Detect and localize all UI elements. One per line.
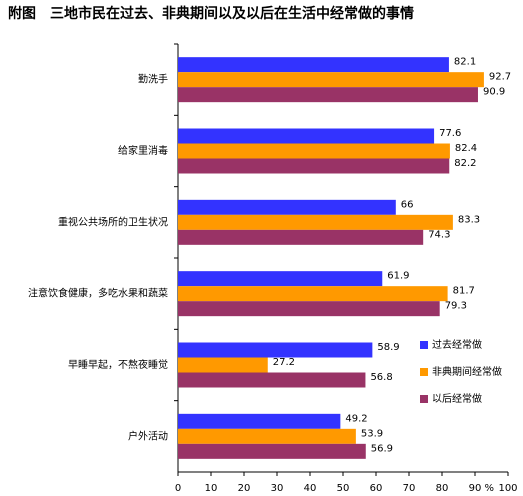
- y-tick-label: 给家里消毒: [118, 144, 168, 157]
- legend-swatch: [420, 341, 428, 349]
- x-tick-label: 10: [205, 483, 218, 494]
- bar: [178, 413, 341, 429]
- x-tick-label: 30: [271, 483, 284, 494]
- bar: [178, 301, 440, 317]
- x-tick-label: 70: [403, 483, 416, 494]
- data-label: 61.9: [387, 271, 409, 282]
- chart-title: 附图 三地市民在过去、非典期间以及以后在生活中经常做的事情: [8, 5, 414, 22]
- x-tick-label: 90: [469, 483, 482, 494]
- bar: [178, 372, 366, 388]
- y-tick-label: 重视公共场所的卫生状况: [58, 215, 168, 228]
- bar: [178, 342, 373, 358]
- data-label: 77.6: [439, 128, 461, 139]
- x-tick-label: 100: [498, 483, 517, 494]
- bar: [178, 72, 484, 88]
- legend-label: 非典期间经常做: [432, 365, 502, 378]
- bar: [178, 229, 424, 245]
- data-label: 90.9: [483, 87, 505, 98]
- legend-swatch: [420, 395, 428, 403]
- data-label: 66: [401, 199, 414, 210]
- data-label: 58.9: [377, 342, 399, 353]
- data-label: 81.7: [453, 286, 475, 297]
- legend-label: 过去经常做: [432, 338, 482, 351]
- bar: [178, 199, 396, 215]
- data-label: 82.2: [454, 158, 476, 169]
- data-label: 56.8: [370, 372, 392, 383]
- bar: [178, 158, 450, 174]
- data-label: 82.4: [455, 143, 477, 154]
- bar: [178, 286, 448, 302]
- data-label: 82.1: [454, 57, 476, 68]
- y-tick-label: 早睡早起，不熬夜睡觉: [68, 358, 168, 371]
- x-tick-label: 0: [175, 483, 181, 494]
- data-label: 79.3: [445, 301, 467, 312]
- bar: [178, 443, 366, 459]
- x-tick-label: 80: [436, 483, 449, 494]
- bar: [178, 271, 383, 287]
- x-tick-label: 60: [370, 483, 383, 494]
- bar: [178, 143, 450, 159]
- bar: [178, 214, 453, 230]
- x-tick-label: 50: [337, 483, 350, 494]
- x-tick-label: 20: [238, 483, 251, 494]
- bar: [178, 428, 356, 444]
- bar: [178, 87, 478, 103]
- bar: [178, 128, 435, 144]
- y-tick-label: 注意饮食健康，多吃水果和蔬菜: [28, 287, 168, 300]
- data-label: 56.9: [371, 443, 393, 454]
- legend-label: 以后经常做: [432, 392, 482, 405]
- x-tick-label: 40: [304, 483, 317, 494]
- legend-swatch: [420, 368, 428, 376]
- data-label: 27.2: [273, 357, 295, 368]
- data-label: 49.2: [345, 413, 367, 424]
- y-tick-label: 勤洗手: [138, 73, 168, 86]
- bar: [178, 357, 268, 373]
- data-label: 53.9: [361, 428, 383, 439]
- x-axis-label: %: [484, 483, 494, 494]
- y-tick-label: 户外活动: [128, 429, 168, 442]
- bar: [178, 57, 449, 73]
- data-label: 83.3: [458, 214, 480, 225]
- data-label: 74.3: [428, 229, 450, 240]
- data-label: 92.7: [489, 72, 511, 83]
